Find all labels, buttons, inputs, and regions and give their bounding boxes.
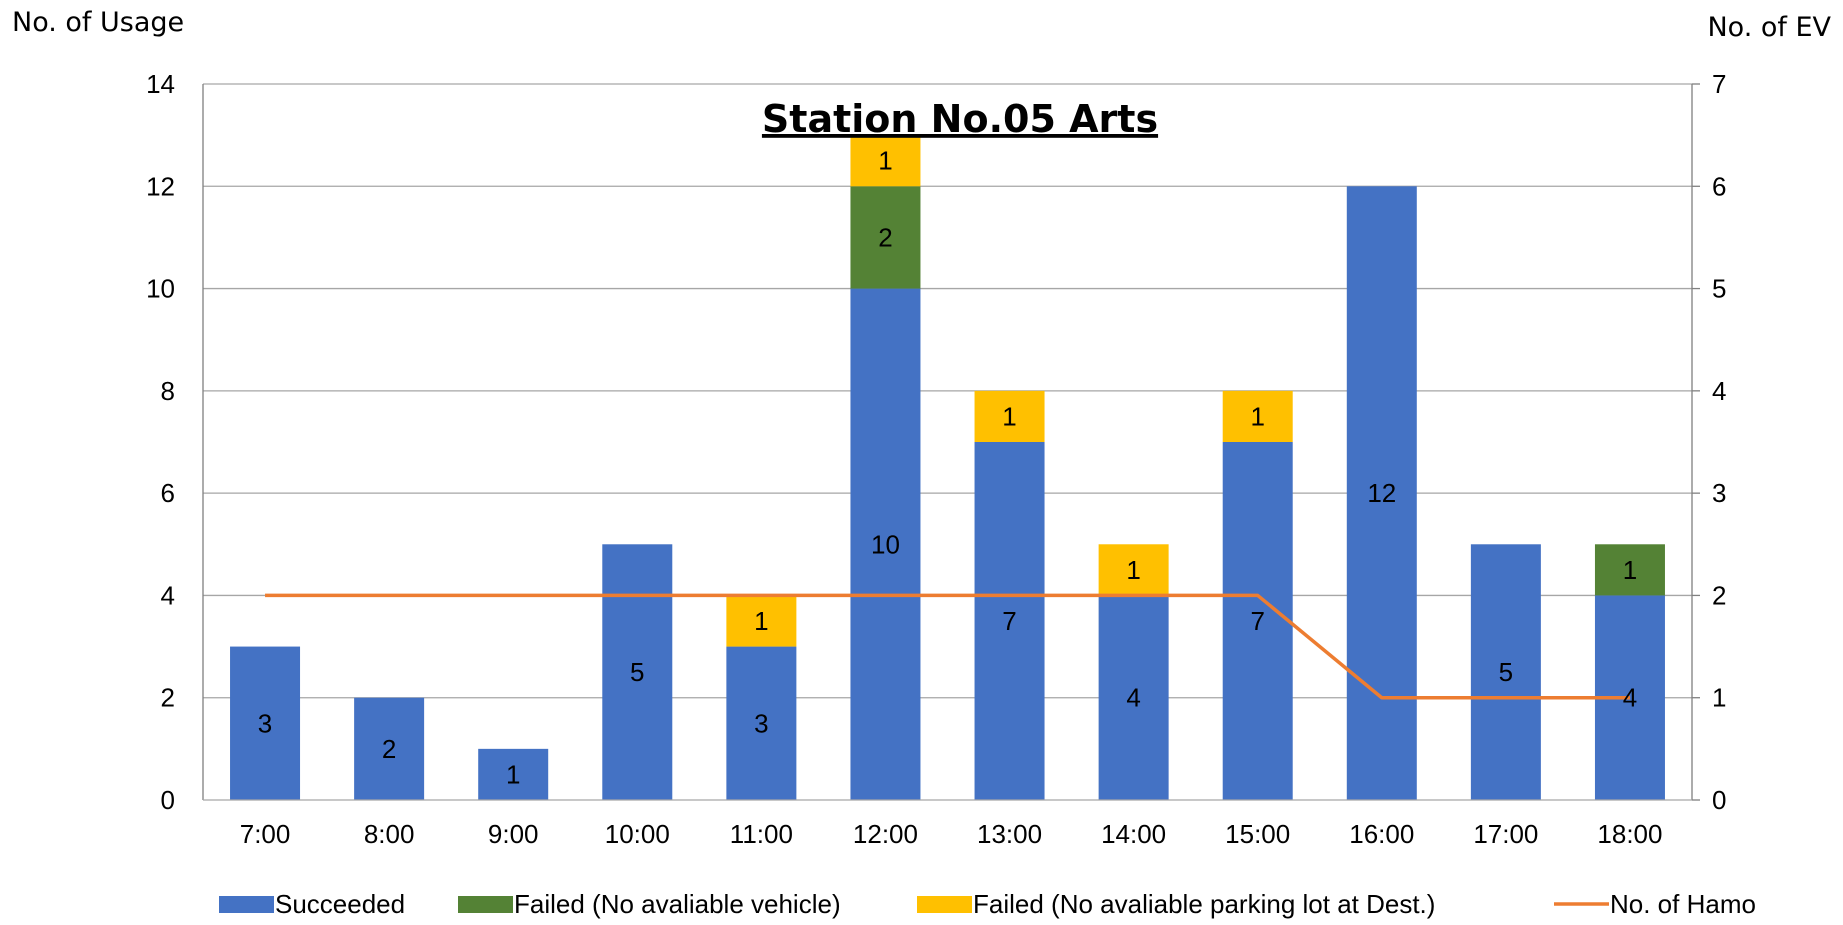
y-tick-label: 14 [146, 69, 175, 99]
bar-segment [1470, 544, 1541, 800]
y2-tick-label: 7 [1712, 69, 1726, 99]
y-axis-title: No. of Usage [12, 7, 184, 38]
x-tick-label: 10:00 [605, 819, 670, 849]
y2-tick-label: 5 [1712, 274, 1726, 304]
bar-segment [726, 595, 797, 647]
bar-data-label: 5 [1499, 657, 1513, 687]
bar-data-label: 7 [1250, 606, 1264, 636]
bar-data-label: 2 [878, 222, 892, 252]
bar-segment [726, 646, 797, 800]
y-tick-label: 2 [161, 683, 175, 713]
data-labels: 3 2 1 5 3 1 10 2 1 7 1 4 1 7 1 12 5 4 1 [258, 146, 1637, 790]
bar-segment [1222, 390, 1293, 442]
bar-data-label: 1 [1623, 555, 1637, 585]
bar-data-label: 4 [1126, 683, 1140, 713]
bar-data-label: 7 [1002, 606, 1016, 636]
bar-segment [1222, 442, 1293, 800]
x-tick-label: 13:00 [977, 819, 1042, 849]
bar-segment [478, 748, 549, 800]
x-tick-label: 9:00 [488, 819, 539, 849]
legend-label: Succeeded [275, 889, 405, 919]
y-tick-label: 8 [161, 376, 175, 406]
bar-segment [850, 288, 921, 800]
x-tick-label: 17:00 [1473, 819, 1538, 849]
x-tick-label: 15:00 [1225, 819, 1290, 849]
bar-segment [850, 186, 921, 289]
bar-segment [1098, 595, 1169, 800]
bars [230, 135, 1665, 801]
bar-data-label: 1 [754, 606, 768, 636]
bar-segment [1098, 544, 1169, 596]
x-tick-label: 16:00 [1349, 819, 1414, 849]
bar-segment [974, 442, 1045, 800]
y-tick-label: 0 [161, 785, 175, 815]
bar-data-label: 4 [1623, 683, 1637, 713]
y-tick-label: 12 [146, 171, 175, 201]
bar-data-label: 5 [630, 657, 644, 687]
bar-segment [974, 390, 1045, 442]
y2-tick-label: 3 [1712, 478, 1726, 508]
legend-swatch [219, 896, 274, 913]
y2-tick-label: 6 [1712, 171, 1726, 201]
legend-label: No. of Hamo [1610, 889, 1756, 919]
gridlines [203, 83, 1692, 699]
legend-label: Failed (No avaliable parking lot at Dest… [973, 889, 1435, 919]
bar-data-label: 1 [1250, 401, 1264, 431]
bar-data-label: 1 [1002, 401, 1016, 431]
bar-segment [1594, 544, 1665, 596]
bar-data-label: 1 [878, 146, 892, 176]
bar-segment [354, 697, 425, 800]
y-tick-label: 10 [146, 274, 175, 304]
line-series [265, 593, 1630, 700]
bar-segment [602, 544, 673, 800]
line-hamo [265, 593, 1630, 700]
legend-label: Failed (No avaliable vehicle) [514, 889, 841, 919]
y2-tick-label: 2 [1712, 580, 1726, 610]
x-tick-label: 14:00 [1101, 819, 1166, 849]
legend-swatch [458, 896, 513, 913]
bar-data-label: 12 [1367, 478, 1396, 508]
x-tick-label: 7:00 [240, 819, 291, 849]
bar-segment [230, 646, 301, 800]
bar-data-label: 3 [754, 708, 768, 738]
y2-tick-label: 0 [1712, 785, 1726, 815]
bar-segment [850, 135, 921, 187]
x-tick-label: 11:00 [730, 819, 793, 849]
y-tick-label: 6 [161, 478, 175, 508]
bar-data-label: 1 [506, 759, 520, 789]
bar-data-label: 1 [1126, 555, 1140, 585]
x-tick-label: 8:00 [364, 819, 415, 849]
legend-swatch [917, 896, 972, 913]
y2-axis-title: No. of EV [1707, 12, 1831, 43]
legend: Succeeded Failed (No avaliable vehicle) Fa… [219, 889, 1756, 919]
y-tick-label: 4 [161, 580, 175, 610]
x-tick-label: 18:00 [1597, 819, 1662, 849]
bar-data-label: 3 [258, 708, 272, 738]
bar-data-label: 10 [871, 529, 900, 559]
chart-title: Station No.05 Arts [762, 97, 1158, 141]
y2-tick-label: 1 [1712, 683, 1726, 713]
x-tick-label: 12:00 [853, 819, 918, 849]
bar-data-label: 2 [382, 734, 396, 764]
y2-tick-label: 4 [1712, 376, 1726, 406]
